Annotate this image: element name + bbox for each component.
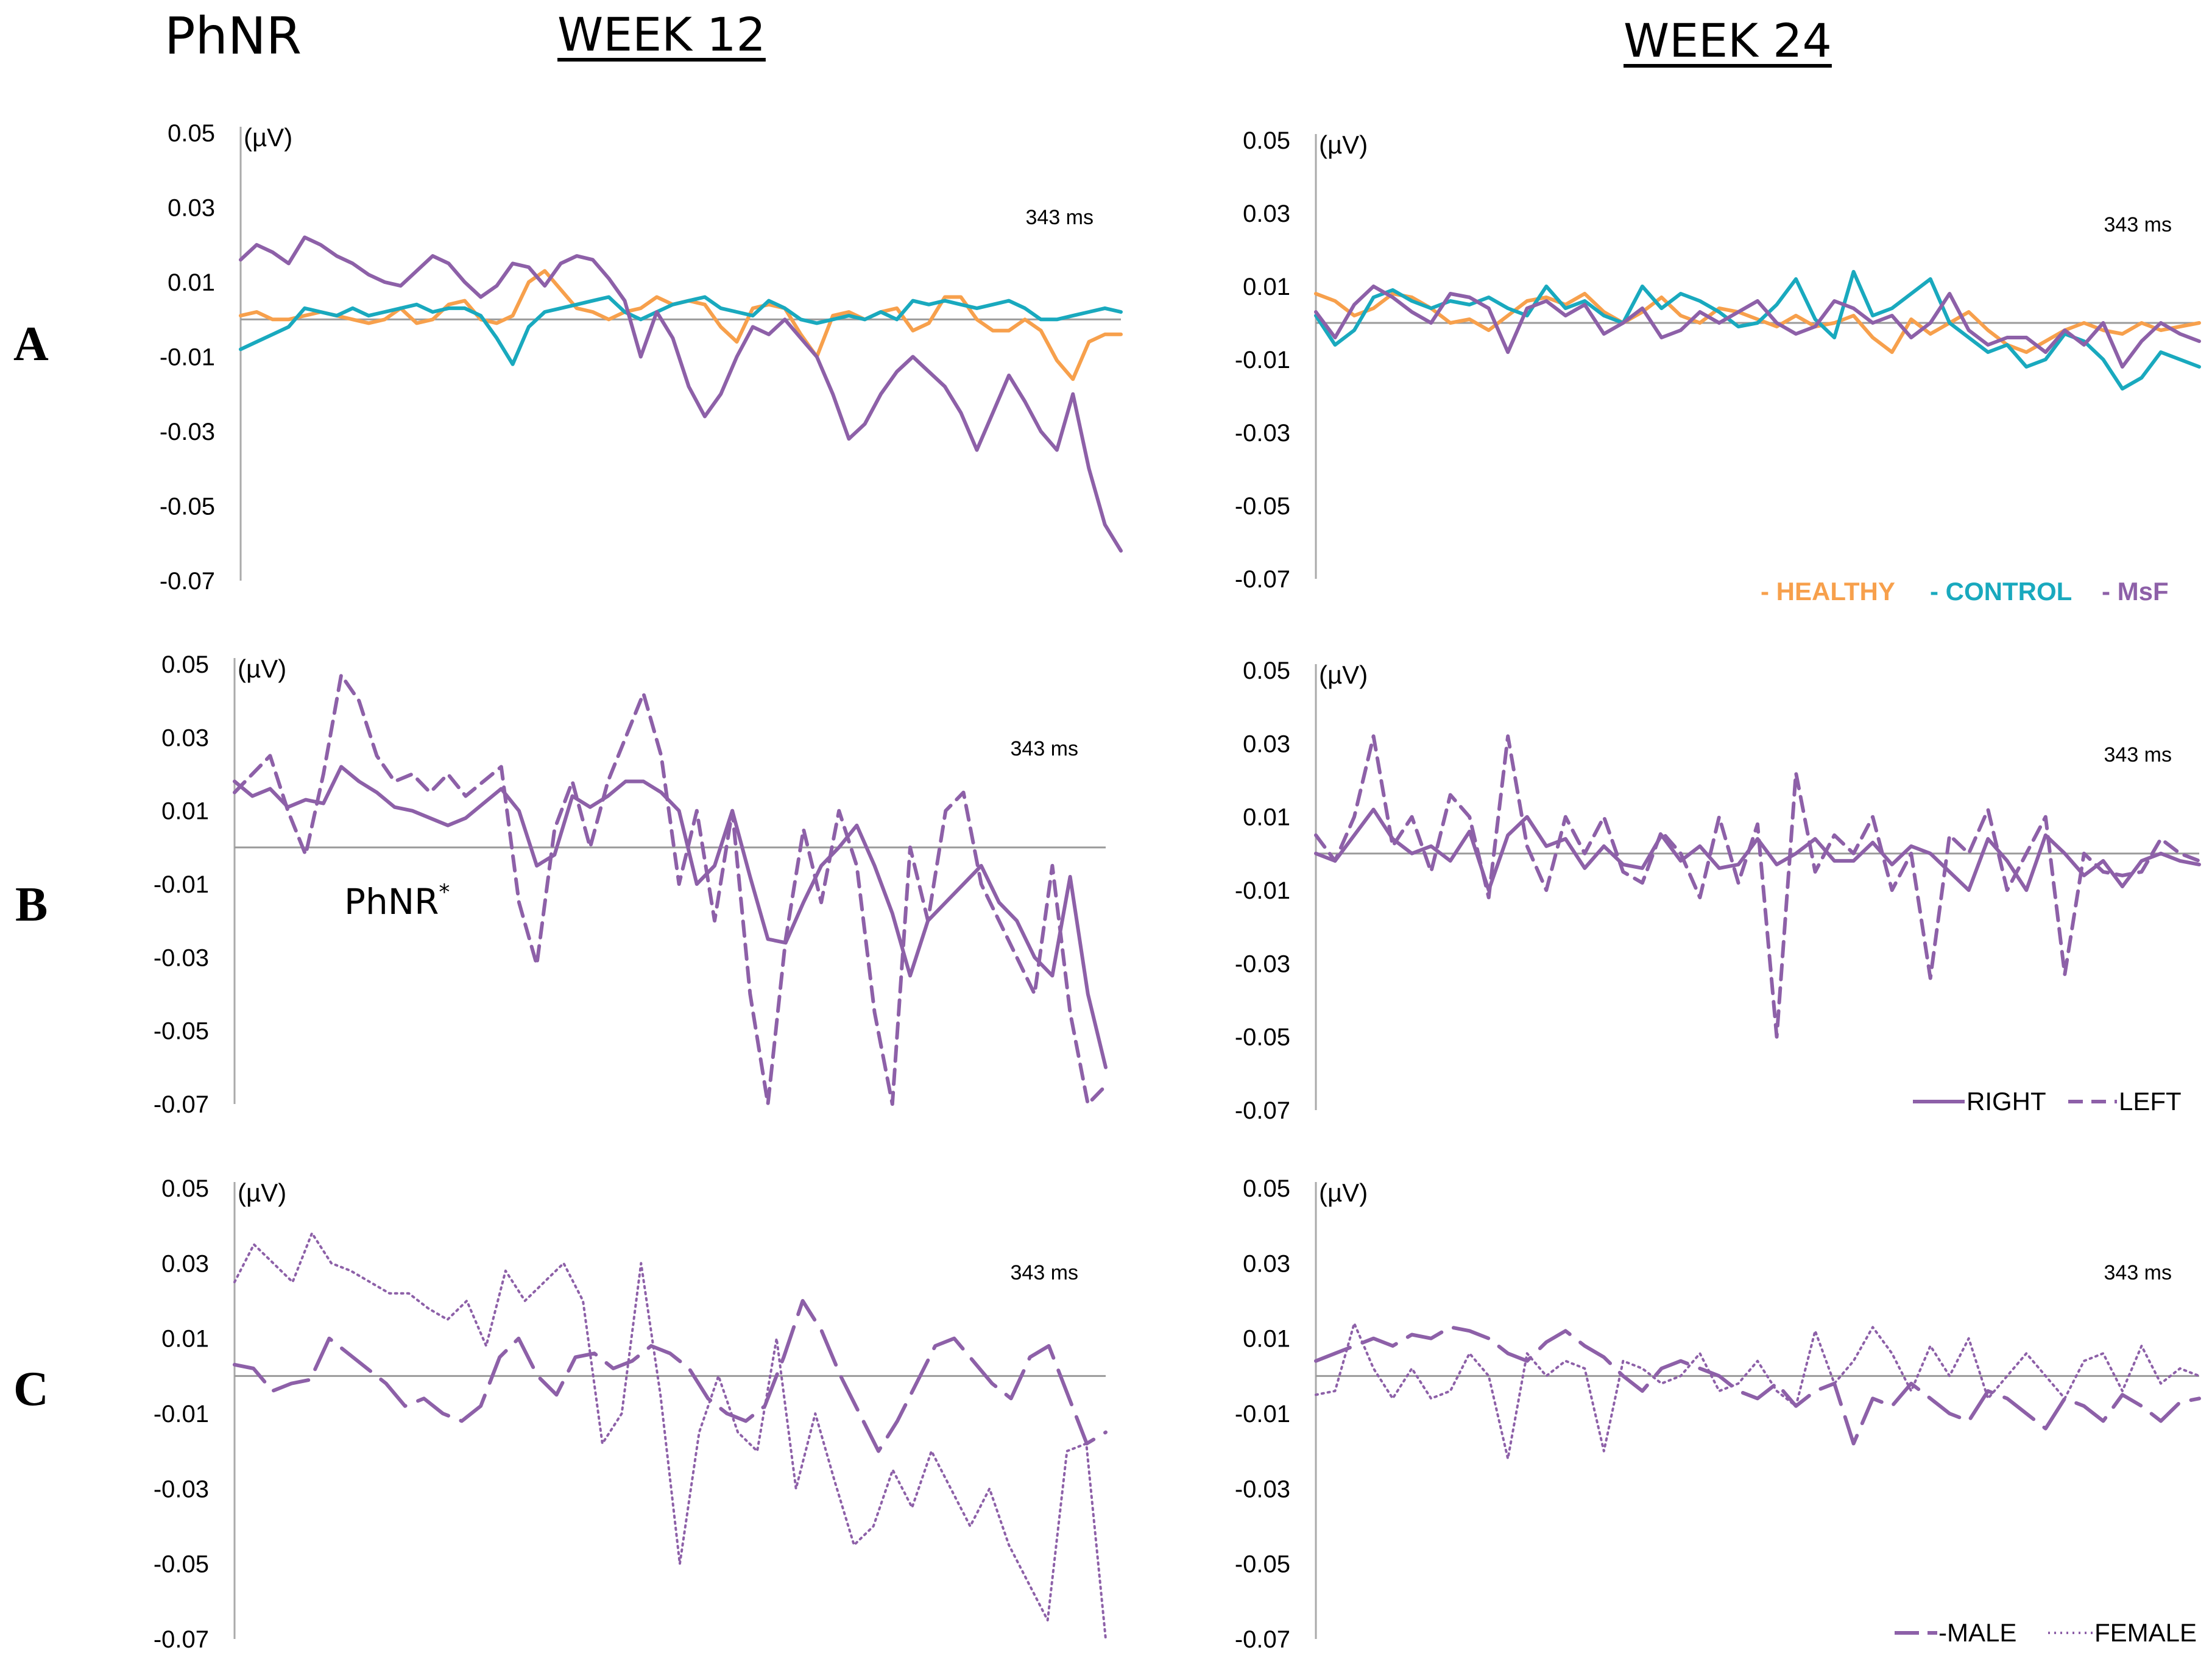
series-female-line [1315,1322,2200,1460]
y-unit-label: (µV) [1319,1178,1368,1207]
series-left-line [1314,734,2201,1039]
y-tick-label: -0.01 [160,344,215,371]
y-tick-label: 0.01 [1243,1326,1290,1353]
y-tick-label: -0.03 [1235,1476,1290,1502]
y-tick-label: -0.03 [1235,950,1290,977]
series-right-line [1314,807,2201,892]
chart-b12: 0.05 0.03 0.01 -0.01 -0.03 -0.05 -0.07 (µV) 343 … [154,651,1108,1118]
y-tick-label: -0.01 [154,1401,209,1428]
week-24-heading: WEEK 24 [1624,13,1832,68]
phnr-callout: PhNR* [344,880,450,922]
y-tick-label: -0.03 [160,419,215,445]
y-tick-label: -0.05 [154,1551,209,1578]
y-tick-label: 0.01 [1243,274,1290,300]
y-tick-label: -0.01 [1235,877,1290,904]
legend-label-male: -MALE [1938,1618,2016,1647]
y-tick-label: 0.03 [161,724,209,751]
y-unit-label: (µV) [1319,660,1368,689]
y-tick-label: 0.05 [161,1175,209,1202]
y-tick-label: 0.05 [1243,1175,1290,1202]
y-tick-label: -0.01 [1235,347,1290,373]
y-tick-label: -0.05 [1235,1551,1290,1578]
figure-title: PhNR [164,6,302,66]
legend-label-right: RIGHT [1966,1087,2046,1116]
y-tick-label: 0.03 [1243,731,1290,757]
row-label-c: C [13,1362,49,1416]
y-tick-label: 0.03 [168,195,215,222]
series-male-line [1314,1325,2201,1446]
series-left-line [233,673,1108,1106]
y-tick-label: 0.01 [161,798,209,825]
y-tick-label: -0.07 [1235,1097,1290,1124]
y-tick-label: -0.07 [1235,566,1290,593]
chart-a24: 0.05 0.03 0.01 -0.01 -0.03 -0.05 -0.07 (µV) 343 … [1235,127,2201,606]
chart-a12: 0.05 0.03 0.01 -0.01 -0.03 -0.05 -0.07 (µV) 343 … [160,120,1123,595]
y-tick-label: -0.07 [154,1091,209,1118]
y-tick-label: -0.05 [160,494,215,520]
y-tick-label: 0.05 [1243,657,1290,684]
y-unit-label: (µV) [244,123,292,152]
legend-group-a: - HEALTHY - CONTROL - MsF [1761,577,2169,606]
series-healthy-line [1314,292,2201,354]
chart-c24: 0.05 0.03 0.01 -0.01 -0.03 -0.05 -0.07 (µV) 343 … [1235,1175,2201,1653]
legend-label-left: LEFT [2119,1087,2182,1116]
series-female-line [233,1232,1107,1640]
y-tick-label: 0.03 [161,1250,209,1277]
series-right-line [233,765,1108,1069]
y-tick-label: 0.05 [161,651,209,678]
y-unit-label: (µV) [1319,130,1368,159]
y-tick-label: 0.05 [1243,127,1290,154]
legend-item-msf: - MsF [2102,577,2169,606]
y-tick-label: 0.03 [1243,200,1290,227]
y-tick-label: -0.01 [1235,1401,1290,1428]
legend-group-b: RIGHT LEFT [1913,1087,2182,1116]
series-male-line [233,1299,1108,1453]
time-annotation: 343 ms [1011,737,1079,760]
series-msf-line [1314,285,2201,369]
series-control-line [239,295,1123,366]
y-tick-label: 0.01 [1243,804,1290,831]
chart-c12: 0.05 0.03 0.01 -0.01 -0.03 -0.05 -0.07 (µV) 343 … [154,1175,1108,1653]
y-tick-label: 0.01 [168,269,215,296]
y-tick-label: -0.07 [160,568,215,595]
y-unit-label: (µV) [238,1178,286,1207]
legend-item-healthy: - HEALTHY [1761,577,1895,606]
series-msf-line [239,235,1123,553]
time-annotation: 343 ms [2104,743,2172,766]
y-tick-label: -0.03 [1235,420,1290,447]
legend-label-female: FEMALE [2094,1618,2197,1647]
time-annotation: 343 ms [1026,206,1094,229]
y-tick-label: -0.05 [154,1018,209,1045]
time-annotation: 343 ms [1011,1261,1079,1284]
series-control-line [1314,270,2201,391]
y-tick-label: -0.03 [154,944,209,971]
y-tick-label: -0.03 [154,1476,209,1502]
time-annotation: 343 ms [2104,1261,2172,1284]
y-tick-label: 0.05 [168,120,215,147]
time-annotation: 343 ms [2104,213,2172,236]
legend-group-c: -MALE FEMALE [1895,1618,2197,1647]
y-tick-label: -0.01 [154,871,209,898]
y-tick-label: -0.07 [1235,1626,1290,1653]
row-label-b: B [15,878,48,932]
chart-b24: 0.05 0.03 0.01 -0.01 -0.03 -0.05 -0.07 (µV) 343 … [1235,657,2201,1124]
phnr-asterisk: * [439,880,450,905]
legend-item-control: - CONTROL [1930,577,2072,606]
row-label-a: A [13,317,49,371]
y-tick-label: 0.01 [161,1326,209,1353]
y-unit-label: (µV) [238,654,286,683]
y-tick-label: -0.07 [154,1626,209,1653]
y-tick-label: -0.05 [1235,1024,1290,1051]
week-12-heading: WEEK 12 [557,7,766,62]
y-tick-label: 0.03 [1243,1250,1290,1277]
y-tick-label: -0.05 [1235,493,1290,520]
